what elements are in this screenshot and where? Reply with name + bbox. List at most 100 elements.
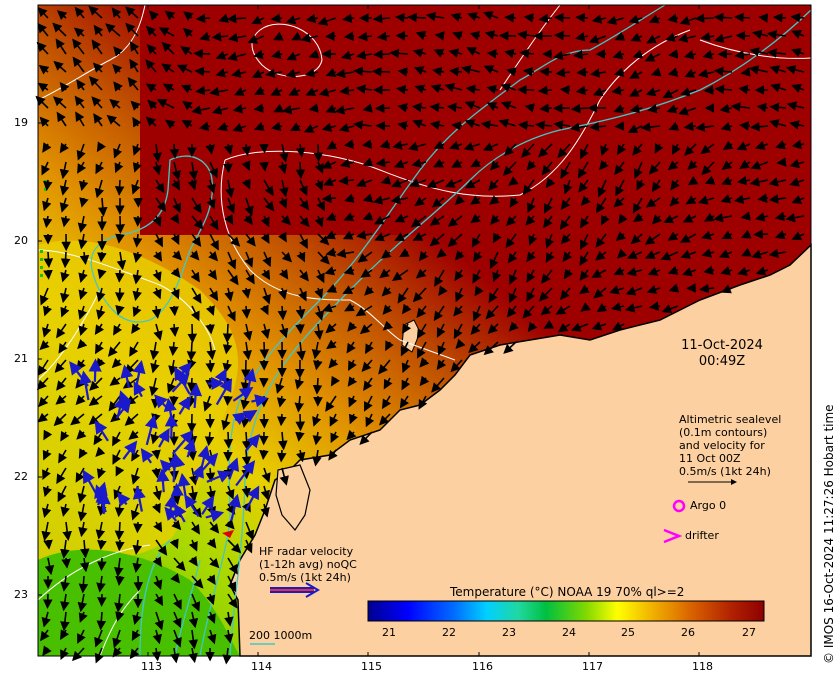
current-arrow (317, 16, 337, 26)
current-arrow (595, 250, 607, 261)
y-tick-20: 20 (14, 234, 28, 247)
current-arrow (651, 179, 662, 193)
current-arrow (89, 377, 103, 391)
current-arrow (613, 67, 625, 77)
current-arrow (146, 44, 157, 55)
current-arrow (152, 215, 162, 227)
current-arrow (243, 539, 253, 554)
radar-arrow (214, 368, 227, 384)
current-arrow (109, 98, 121, 109)
current-arrow (647, 103, 661, 114)
current-arrow (263, 179, 274, 197)
current-arrow (701, 230, 715, 240)
current-arrow (362, 157, 374, 167)
current-arrow (523, 13, 535, 23)
current-arrow (295, 143, 306, 158)
current-arrow (261, 269, 271, 281)
current-arrow (486, 102, 499, 112)
current-arrow (543, 215, 553, 229)
current-arrow (575, 32, 589, 42)
current-arrow (53, 60, 67, 73)
current-arrow (251, 69, 265, 78)
current-arrow (774, 230, 787, 240)
current-arrow (314, 179, 324, 191)
current-arrow (42, 467, 51, 480)
current-arrow (59, 142, 70, 154)
current-arrow (127, 76, 139, 91)
current-arrow (342, 230, 355, 240)
current-arrow (96, 611, 107, 631)
current-arrow (425, 11, 445, 22)
current-arrow (206, 538, 217, 549)
current-arrow (528, 233, 538, 246)
radar-arrow (183, 438, 196, 458)
current-arrow (315, 269, 325, 284)
current-arrow (279, 323, 289, 339)
current-arrow (575, 85, 589, 96)
current-arrow (322, 303, 337, 313)
current-arrow (304, 68, 319, 78)
current-arrow (273, 103, 284, 113)
current-arrow (164, 119, 176, 130)
isobath-legend-label: 200 1000m (249, 629, 313, 642)
current-arrow (737, 266, 751, 276)
current-arrow (224, 287, 234, 302)
current-arrow (412, 287, 427, 303)
current-arrow (300, 33, 319, 43)
current-arrow (338, 123, 355, 133)
current-arrow (775, 140, 787, 150)
current-arrow (222, 341, 233, 355)
current-arrow (321, 122, 337, 132)
current-arrow (295, 413, 306, 432)
radar-arrow (94, 481, 108, 506)
current-arrow (560, 161, 571, 179)
current-arrow (296, 449, 306, 463)
current-arrow (77, 503, 88, 522)
radar-arrow (191, 464, 204, 481)
current-arrow (43, 251, 54, 268)
current-arrow (57, 485, 67, 503)
current-arrow (278, 197, 288, 209)
current-arrow (463, 141, 481, 151)
current-arrow (88, 76, 103, 91)
current-arrow (526, 251, 536, 263)
current-arrow (483, 341, 499, 356)
current-arrow (505, 233, 517, 249)
current-arrow (721, 160, 733, 170)
current-arrow (563, 268, 574, 280)
current-arrow (555, 67, 571, 78)
radar-arrow (178, 395, 191, 415)
current-arrow (433, 158, 445, 168)
current-arrow (713, 12, 733, 23)
current-arrow (524, 103, 536, 113)
current-arrow (483, 65, 499, 75)
current-arrow (543, 319, 555, 329)
current-arrow (740, 229, 752, 239)
radar-arrow (88, 358, 102, 382)
current-arrow (521, 143, 535, 158)
current-arrow (247, 34, 265, 44)
current-arrow (203, 395, 213, 412)
current-arrow (720, 194, 733, 204)
current-arrow (411, 158, 427, 168)
current-arrow (170, 287, 180, 300)
current-arrow (133, 575, 144, 592)
current-arrow (769, 119, 787, 129)
current-arrow (199, 31, 211, 42)
current-arrow (41, 521, 51, 542)
current-arrow (209, 521, 220, 534)
current-arrow (379, 268, 391, 279)
current-arrow (326, 140, 338, 150)
current-arrow (170, 573, 180, 584)
current-arrow (227, 51, 247, 62)
current-arrow (373, 215, 391, 225)
altimetry-legend-line1: Altimetric sealevel (679, 413, 782, 426)
current-arrow (170, 647, 180, 664)
current-arrow (391, 178, 409, 188)
radar-arrow (113, 395, 127, 418)
current-arrow (467, 12, 481, 22)
current-arrow (454, 250, 465, 261)
current-arrow (489, 251, 499, 270)
current-arrow (615, 179, 625, 197)
current-arrow (570, 103, 589, 114)
